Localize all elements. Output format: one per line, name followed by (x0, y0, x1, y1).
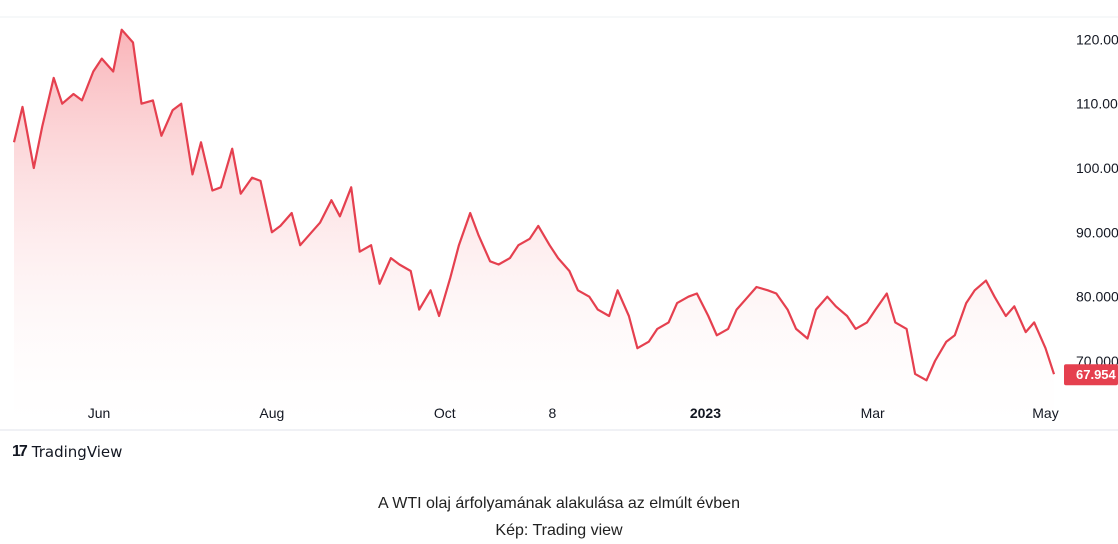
price-line[interactable] (12, 28, 1056, 382)
tradingview-logo-icon: 17 (12, 443, 28, 460)
x-tick-label: Mar (861, 405, 885, 421)
caption-title: A WTI olaj árfolyamának alakulása az elm… (378, 495, 740, 512)
tradingview-logo[interactable]: 17 TradingView (12, 443, 122, 461)
last-price-badge (1064, 364, 1118, 386)
x-tick-label: Aug (259, 405, 284, 421)
chart-canvas[interactable]: 120.000110.000100.00090.00080.00070.000 … (0, 0, 1118, 432)
y-tick-label: 90.000 (1076, 224, 1118, 240)
y-tick-label: 100.000 (1076, 160, 1118, 176)
x-tick-label: Jun (88, 405, 111, 421)
price-area-fill (14, 29, 1054, 430)
last-price-label: 67.954 (1076, 367, 1117, 382)
price-chart[interactable]: 120.000110.000100.00090.00080.00070.000 … (0, 0, 1118, 432)
y-tick-label: 120.000 (1076, 31, 1118, 47)
x-tick-label: Oct (434, 405, 456, 421)
tradingview-brand: TradingView (31, 443, 123, 461)
y-tick-label: 110.000 (1076, 96, 1118, 112)
caption-source: Kép: Trading view (495, 522, 623, 539)
x-tick-label: 8 (549, 405, 557, 421)
x-tick-label: 2023 (690, 405, 721, 421)
x-tick-label: May (1032, 405, 1058, 421)
y-tick-label: 80.000 (1076, 289, 1118, 305)
figure-caption: A WTI olaj árfolyamának alakulása az elm… (0, 490, 1118, 544)
